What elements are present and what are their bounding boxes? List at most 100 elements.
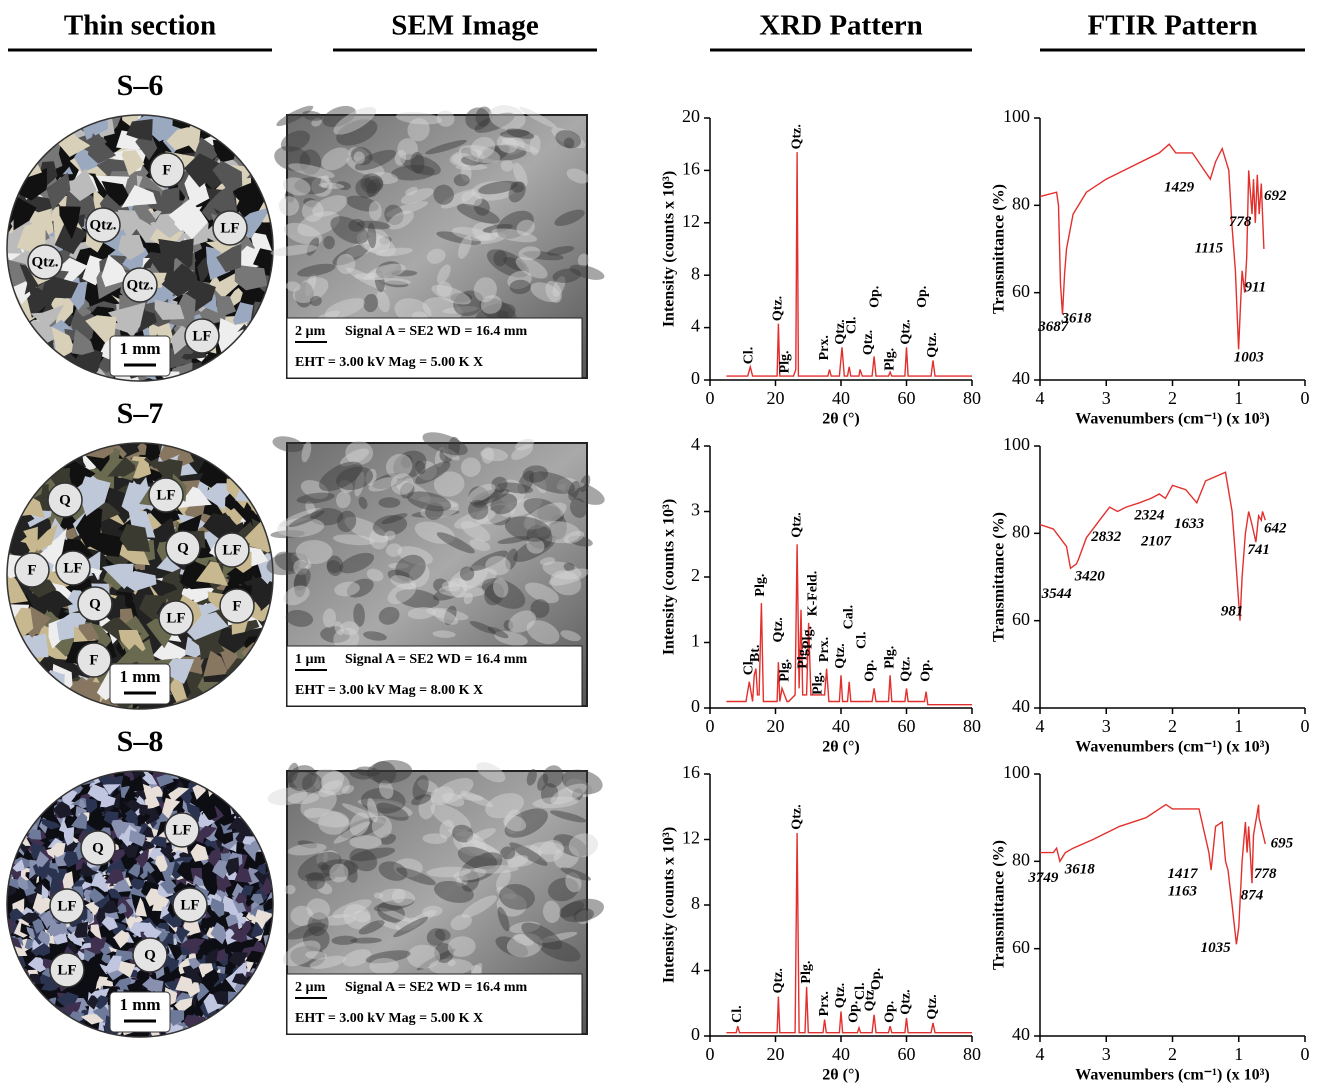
grain — [247, 343, 286, 362]
grain — [264, 449, 285, 483]
grain — [231, 329, 246, 362]
grain — [0, 988, 17, 1006]
peak-label: 1035 — [1201, 940, 1232, 956]
mineral-label: LF — [192, 328, 211, 344]
grain — [18, 1021, 28, 1030]
peak-label: Qtz. — [771, 617, 786, 642]
mineral-label: LF — [63, 560, 82, 576]
grain — [257, 114, 283, 143]
grain — [238, 348, 268, 385]
x-tick-label: 40 — [832, 388, 850, 408]
sem-scale: 2 µm — [295, 980, 326, 995]
y-tick-label: 16 — [682, 762, 700, 782]
y-tick-label: 60 — [1012, 609, 1030, 629]
peak-label: K-Feld. — [805, 571, 820, 617]
x-tick-label: 80 — [963, 388, 981, 408]
grain — [170, 760, 183, 775]
grain — [231, 454, 256, 474]
grain — [249, 468, 270, 489]
grain — [207, 769, 226, 789]
column-header: FTIR Pattern — [1088, 10, 1258, 42]
grain — [1, 801, 23, 818]
grain — [267, 993, 278, 1017]
mineral-label: LF — [166, 610, 185, 626]
grain — [9, 825, 25, 839]
x-tick-label: 0 — [1301, 388, 1310, 408]
peak-label: Cl. — [730, 1005, 745, 1023]
grain — [40, 1012, 58, 1026]
grain — [236, 341, 266, 374]
x-tick-label: 2 — [1168, 1044, 1177, 1064]
y-tick-label: 8 — [691, 893, 700, 913]
grain — [10, 988, 23, 1000]
sem-info: EHT = 3.00 kV Mag = 8.00 K X — [295, 683, 483, 698]
peak-label: Qtz. — [925, 332, 940, 357]
grain — [16, 789, 26, 809]
grain — [232, 446, 264, 475]
column-header: XRD Pattern — [759, 10, 922, 42]
grain — [22, 1009, 36, 1029]
x-tick-label: 60 — [898, 716, 916, 736]
peak-label: Plg. — [882, 348, 897, 371]
grain — [263, 640, 279, 663]
y-tick-label: 12 — [682, 828, 700, 848]
grain — [220, 451, 252, 472]
mineral-label: Q — [89, 596, 101, 612]
sem-flake — [379, 497, 401, 508]
grain — [242, 985, 259, 1004]
grain — [239, 798, 259, 811]
grain — [2, 970, 24, 987]
x-tick-label: 0 — [1301, 1044, 1310, 1064]
peak-label: 3544 — [1041, 586, 1073, 602]
grain — [25, 673, 48, 710]
x-axis-label: 2θ (°) — [822, 1067, 859, 1084]
y-tick-label: 8 — [691, 263, 700, 283]
y-tick-label: 100 — [1003, 762, 1030, 782]
sem-info: EHT = 3.00 kV Mag = 5.00 K X — [295, 355, 483, 370]
y-tick-label: 40 — [1012, 368, 1030, 388]
grain — [34, 1025, 47, 1039]
peak-label: 1003 — [1234, 350, 1265, 366]
grain — [24, 1018, 38, 1036]
peak-label: Cl. — [845, 317, 860, 335]
grain — [10, 999, 27, 1022]
grain — [5, 972, 19, 989]
grain — [28, 791, 47, 807]
grain — [257, 967, 272, 982]
grain — [0, 345, 21, 374]
grain — [6, 330, 32, 367]
y-tick-label: 80 — [1012, 521, 1030, 541]
grain — [253, 997, 269, 1011]
grain — [14, 127, 48, 157]
grain — [6, 774, 16, 791]
grain — [229, 1024, 240, 1047]
x-tick-label: 2 — [1168, 388, 1177, 408]
x-tick-label: 0 — [706, 716, 715, 736]
y-tick-label: 100 — [1003, 106, 1030, 126]
grain — [26, 786, 43, 800]
grain — [9, 459, 47, 478]
grain — [243, 798, 256, 814]
grain — [4, 993, 22, 1007]
grain — [11, 672, 52, 699]
peak-label: Qtz. — [899, 657, 914, 682]
y-axis-label: Intensity (counts x 10³) — [661, 171, 678, 327]
grain — [261, 821, 278, 840]
grain — [21, 693, 52, 723]
grain — [14, 794, 29, 812]
y-tick-label: 3 — [691, 500, 700, 520]
grain — [0, 992, 18, 1010]
y-axis-label: Transmittance (%) — [991, 840, 1008, 970]
grain — [34, 1003, 53, 1022]
x-tick-label: 0 — [1301, 716, 1310, 736]
grain — [264, 1010, 276, 1030]
grain — [37, 362, 70, 390]
grain — [254, 787, 264, 806]
peak-label: 1115 — [1195, 240, 1224, 256]
grain — [253, 302, 279, 336]
grain — [224, 788, 239, 801]
grain — [74, 765, 89, 781]
grain — [200, 432, 229, 458]
grain — [11, 127, 43, 154]
grain — [243, 134, 262, 153]
